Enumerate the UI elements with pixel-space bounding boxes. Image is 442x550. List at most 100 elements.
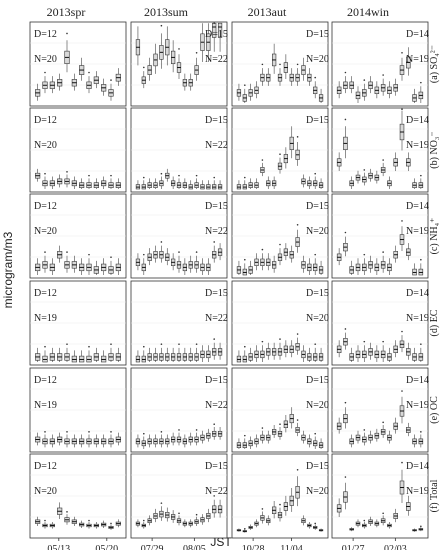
box-r4-c2-11 bbox=[301, 430, 306, 444]
outlier-point bbox=[420, 81, 422, 84]
n-count-label: N=20 bbox=[306, 400, 329, 411]
box-r3-c1-4 bbox=[159, 343, 164, 362]
box-r5-c3-6 bbox=[374, 519, 380, 528]
species-label: (e) OC bbox=[429, 396, 440, 424]
box-r4-c2-6 bbox=[272, 425, 277, 438]
box-r4-c0-7 bbox=[86, 431, 92, 448]
outlier-point bbox=[178, 343, 180, 345]
box-r2-c1-8 bbox=[182, 258, 187, 275]
outlier-point bbox=[279, 243, 281, 246]
box-r0-c0-11 bbox=[115, 68, 121, 86]
box-r3-c0-11 bbox=[115, 347, 121, 362]
outlier-point bbox=[363, 429, 366, 431]
box-r0-c3-13 bbox=[418, 81, 424, 103]
n-count-label: N=19 bbox=[406, 400, 429, 411]
n-count-label: N=19 bbox=[406, 54, 429, 65]
n-count-label: N=22 bbox=[205, 54, 228, 65]
outlier-point bbox=[195, 343, 198, 345]
box-r2-c1-9 bbox=[188, 255, 193, 273]
box-r2-c0-7 bbox=[86, 253, 92, 275]
n-count-label: N=22 bbox=[205, 313, 228, 324]
box-r2-c2-6 bbox=[272, 255, 277, 273]
box-r4-c3-1 bbox=[343, 401, 348, 429]
box-r1-c3-1 bbox=[343, 118, 348, 159]
outlier-point bbox=[382, 421, 384, 424]
box-r0-c0-0 bbox=[35, 83, 41, 101]
box-r5-c3-3 bbox=[355, 519, 361, 528]
box-r4-c3-0 bbox=[336, 417, 342, 434]
box-r0-c1-6 bbox=[171, 40, 176, 73]
box-r1-c3-0 bbox=[336, 152, 342, 172]
outlier-point bbox=[420, 525, 422, 528]
outlier-point bbox=[344, 401, 347, 404]
outlier-point bbox=[178, 251, 180, 253]
outlier-point bbox=[110, 79, 112, 81]
box-r0-c2-7 bbox=[277, 63, 283, 86]
box-r3-c0-5 bbox=[71, 350, 77, 363]
box-r3-c1-5 bbox=[165, 347, 170, 362]
n-count-label: N=22 bbox=[205, 226, 228, 237]
outlier-point bbox=[261, 159, 264, 161]
box-r1-c2-4 bbox=[260, 159, 265, 177]
box-r1-c1-6 bbox=[171, 176, 176, 189]
box-r1-c3-13 bbox=[418, 174, 424, 189]
outlier-point bbox=[110, 174, 112, 177]
outlier-point bbox=[195, 251, 198, 253]
outlier-point bbox=[344, 476, 347, 478]
box-r5-c1-5 bbox=[165, 507, 170, 522]
box-r2-c3-8 bbox=[387, 258, 392, 275]
box-r1-c2-9 bbox=[289, 126, 294, 159]
box-r1-c1-3 bbox=[153, 178, 158, 189]
box-r5-c2-9 bbox=[289, 487, 294, 512]
box-r4-c1-2 bbox=[147, 434, 152, 448]
panel-r2-c1: D=15 N=22 bbox=[130, 193, 228, 279]
outlier-point bbox=[296, 223, 299, 226]
n-count-label: N=22 bbox=[205, 400, 228, 411]
box-r2-c2-1 bbox=[242, 258, 247, 276]
box-r3-c2-4 bbox=[260, 340, 265, 362]
panel-r5-c0: D=12 N=20 bbox=[29, 453, 127, 539]
box-r1-c2-8 bbox=[283, 147, 288, 169]
box-r1-c2-1 bbox=[242, 176, 247, 190]
box-r1-c1-14 bbox=[217, 180, 223, 190]
box-r3-c1-3 bbox=[153, 347, 158, 362]
box-r3-c2-2 bbox=[248, 347, 253, 362]
box-r3-c3-0 bbox=[336, 340, 342, 358]
box-r1-c3-6 bbox=[374, 170, 380, 184]
box-r0-c2-13 bbox=[313, 76, 318, 99]
x-tick-label: 10/28 bbox=[242, 544, 265, 550]
box-r0-c0-1 bbox=[42, 71, 48, 94]
box-r5-c2-14 bbox=[318, 528, 324, 532]
box-r3-c2-5 bbox=[266, 342, 271, 360]
box-r3-c2-7 bbox=[277, 338, 283, 360]
d-count-label: D=15 bbox=[306, 461, 329, 472]
box-r5-c1-1 bbox=[141, 519, 146, 529]
season-header-sum: 2013sum bbox=[144, 5, 189, 19]
box-r1-c0-3 bbox=[57, 174, 63, 188]
box-r0-c2-3 bbox=[254, 81, 259, 99]
box-r2-c0-5 bbox=[71, 255, 77, 273]
panel-r4-c0: D=12 N=19 bbox=[29, 367, 127, 453]
outlier-point bbox=[160, 172, 163, 175]
box-r3-c1-0 bbox=[135, 350, 141, 363]
panels: D=12N=20D=15N=22D=15N=20D=14N=19 (a) SO₄²… bbox=[29, 21, 440, 550]
box-r5-c3-11 bbox=[406, 495, 411, 516]
box-r5-c2-2 bbox=[248, 524, 253, 530]
outlier-point bbox=[143, 519, 145, 522]
box-r3-c1-10 bbox=[194, 343, 199, 362]
box-r2-c3-4 bbox=[362, 253, 367, 275]
box-r5-c0-2 bbox=[49, 521, 55, 529]
outlier-point bbox=[44, 172, 46, 175]
d-count-label: D=15 bbox=[306, 29, 329, 40]
box-r5-c3-2 bbox=[349, 527, 354, 532]
box-r2-c0-6 bbox=[79, 258, 85, 275]
outlier-point bbox=[420, 174, 422, 177]
box-r1-c2-3 bbox=[254, 178, 259, 189]
box-r3-c0-9 bbox=[101, 350, 107, 363]
outlier-point bbox=[420, 343, 422, 345]
box-r0-c1-14 bbox=[217, 22, 223, 52]
outlier-point bbox=[110, 256, 112, 258]
season-header-win: 2014win bbox=[347, 5, 389, 19]
box-r4-c3-11 bbox=[406, 422, 411, 437]
box-r3-c2-13 bbox=[313, 343, 318, 362]
